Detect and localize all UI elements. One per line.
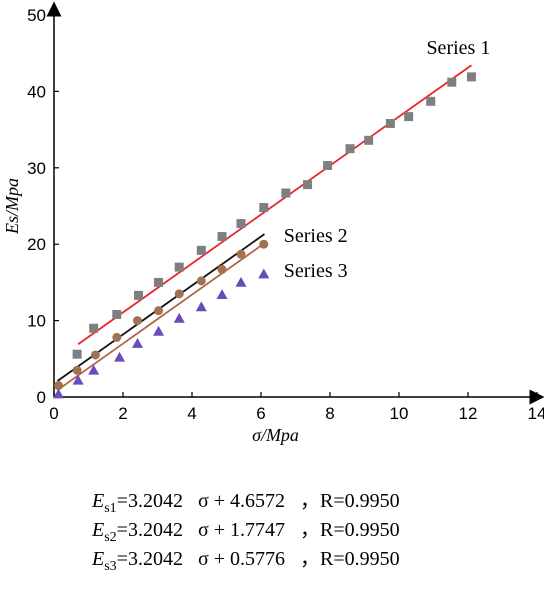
- data-point-series-1: [281, 188, 291, 198]
- x-tick-label: 0: [49, 404, 58, 423]
- y-tick-label: 20: [27, 235, 46, 254]
- y-axis-title: Es/Mpa: [2, 178, 22, 235]
- data-point-series-3: [258, 268, 270, 279]
- data-point-series-1: [364, 135, 374, 145]
- series-label-1: Series 1: [426, 37, 490, 59]
- equation-separator: ，: [300, 490, 321, 512]
- equation-series-1: Es1=3.2042 σ + 4.6572 ，R=0.9950: [72, 458, 532, 516]
- data-point-series-3: [153, 325, 165, 336]
- data-point-series-1: [323, 161, 333, 171]
- equation-symbol: Es2: [92, 519, 117, 545]
- data-point-series-1: [112, 309, 122, 319]
- data-point-series-2: [236, 249, 246, 259]
- y-tick-label: 10: [27, 312, 46, 331]
- data-point-series-2: [259, 239, 269, 249]
- data-point-series-3: [114, 351, 126, 362]
- data-point-series-1: [345, 144, 355, 154]
- x-tick-label: 8: [325, 404, 334, 423]
- data-point-series-1: [466, 72, 476, 82]
- data-point-series-3: [216, 289, 228, 300]
- data-point-series-3: [173, 312, 185, 323]
- data-point-series-2: [217, 264, 227, 274]
- data-point-series-3: [195, 301, 207, 312]
- x-tick-label: 10: [390, 404, 409, 423]
- x-tick-label: 14: [528, 404, 544, 423]
- data-point-series-3: [88, 364, 100, 375]
- data-point-series-3: [72, 374, 84, 385]
- y-tick-label: 30: [27, 159, 46, 178]
- equation-separator: ，: [300, 519, 321, 541]
- equation-r-value: R=0.9950: [320, 519, 400, 541]
- equation-series-2: Es2=3.2042 σ + 1.7747 ，R=0.9950: [72, 487, 532, 545]
- axes: 0 2 4 6 8 10 12 14 0 10 20 30 40 50 σ/Mpa Es/Mpa: [2, 1, 544, 445]
- y-tick-label: 0: [37, 388, 46, 407]
- series-label-2: Series 2: [284, 225, 348, 247]
- data-point-series-1: [236, 219, 246, 229]
- fit-line-series-1: [77, 64, 472, 346]
- data-point-series-3: [131, 338, 143, 348]
- data-point-series-2: [53, 381, 63, 391]
- data-point-series-2: [72, 365, 82, 375]
- data-point-series-1: [259, 203, 269, 213]
- equation-formula: =3.2042 σ + 4.6572: [116, 490, 286, 512]
- data-point-series-1: [134, 290, 144, 300]
- data-point-series-1: [303, 180, 313, 190]
- series-label-3: Series 3: [284, 260, 348, 282]
- y-tick-label: 40: [27, 82, 46, 101]
- data-point-series-1: [385, 118, 395, 128]
- x-tick-label: 4: [187, 404, 196, 423]
- data-point-series-1: [72, 349, 82, 359]
- data-point-series-1: [196, 245, 206, 255]
- x-tick-label: 2: [118, 404, 127, 423]
- data-point-series-1: [404, 112, 414, 122]
- data-point-series-1: [426, 96, 436, 106]
- data-point-series-2: [196, 276, 206, 286]
- data-point-series-2: [154, 306, 164, 316]
- data-point-series-1: [447, 77, 457, 87]
- equation-separator: ，: [300, 548, 321, 570]
- data-point-series-1: [154, 277, 164, 287]
- data-point-series-1: [89, 323, 99, 333]
- equation-formula: =3.2042 σ + 0.5776: [116, 548, 286, 570]
- data-point-series-2: [174, 289, 184, 299]
- equation-block: Es1=3.2042 σ + 4.6572 ，R=0.9950 Es2=3.20…: [72, 458, 532, 574]
- fit-line-series-3: [56, 242, 265, 391]
- data-point-series-3: [52, 388, 64, 399]
- data-points: [52, 72, 476, 399]
- equation-symbol: Es1: [92, 490, 117, 516]
- x-tick-label: 12: [459, 404, 478, 423]
- series-labels: Series 1 Series 2 Series 3: [284, 37, 491, 282]
- x-axis-title: σ/Mpa: [252, 425, 299, 445]
- equation-r-value: R=0.9950: [320, 548, 400, 570]
- data-point-series-2: [112, 332, 122, 342]
- equation-r-value: R=0.9950: [320, 490, 400, 512]
- data-point-series-1: [217, 232, 227, 242]
- equation-formula: =3.2042 σ + 1.7747: [116, 519, 286, 541]
- data-point-series-1: [174, 262, 184, 272]
- x-tick-label: 6: [256, 404, 265, 423]
- chart-canvas: 0 2 4 6 8 10 12 14 0 10 20 30 40 50 σ/Mpa Es/Mpa Series…: [2, 1, 544, 445]
- data-point-series-3: [235, 276, 247, 287]
- data-point-series-2: [132, 316, 142, 326]
- equation-symbol: Es3: [92, 548, 117, 574]
- data-point-series-2: [90, 350, 100, 360]
- y-tick-label: 50: [27, 6, 46, 25]
